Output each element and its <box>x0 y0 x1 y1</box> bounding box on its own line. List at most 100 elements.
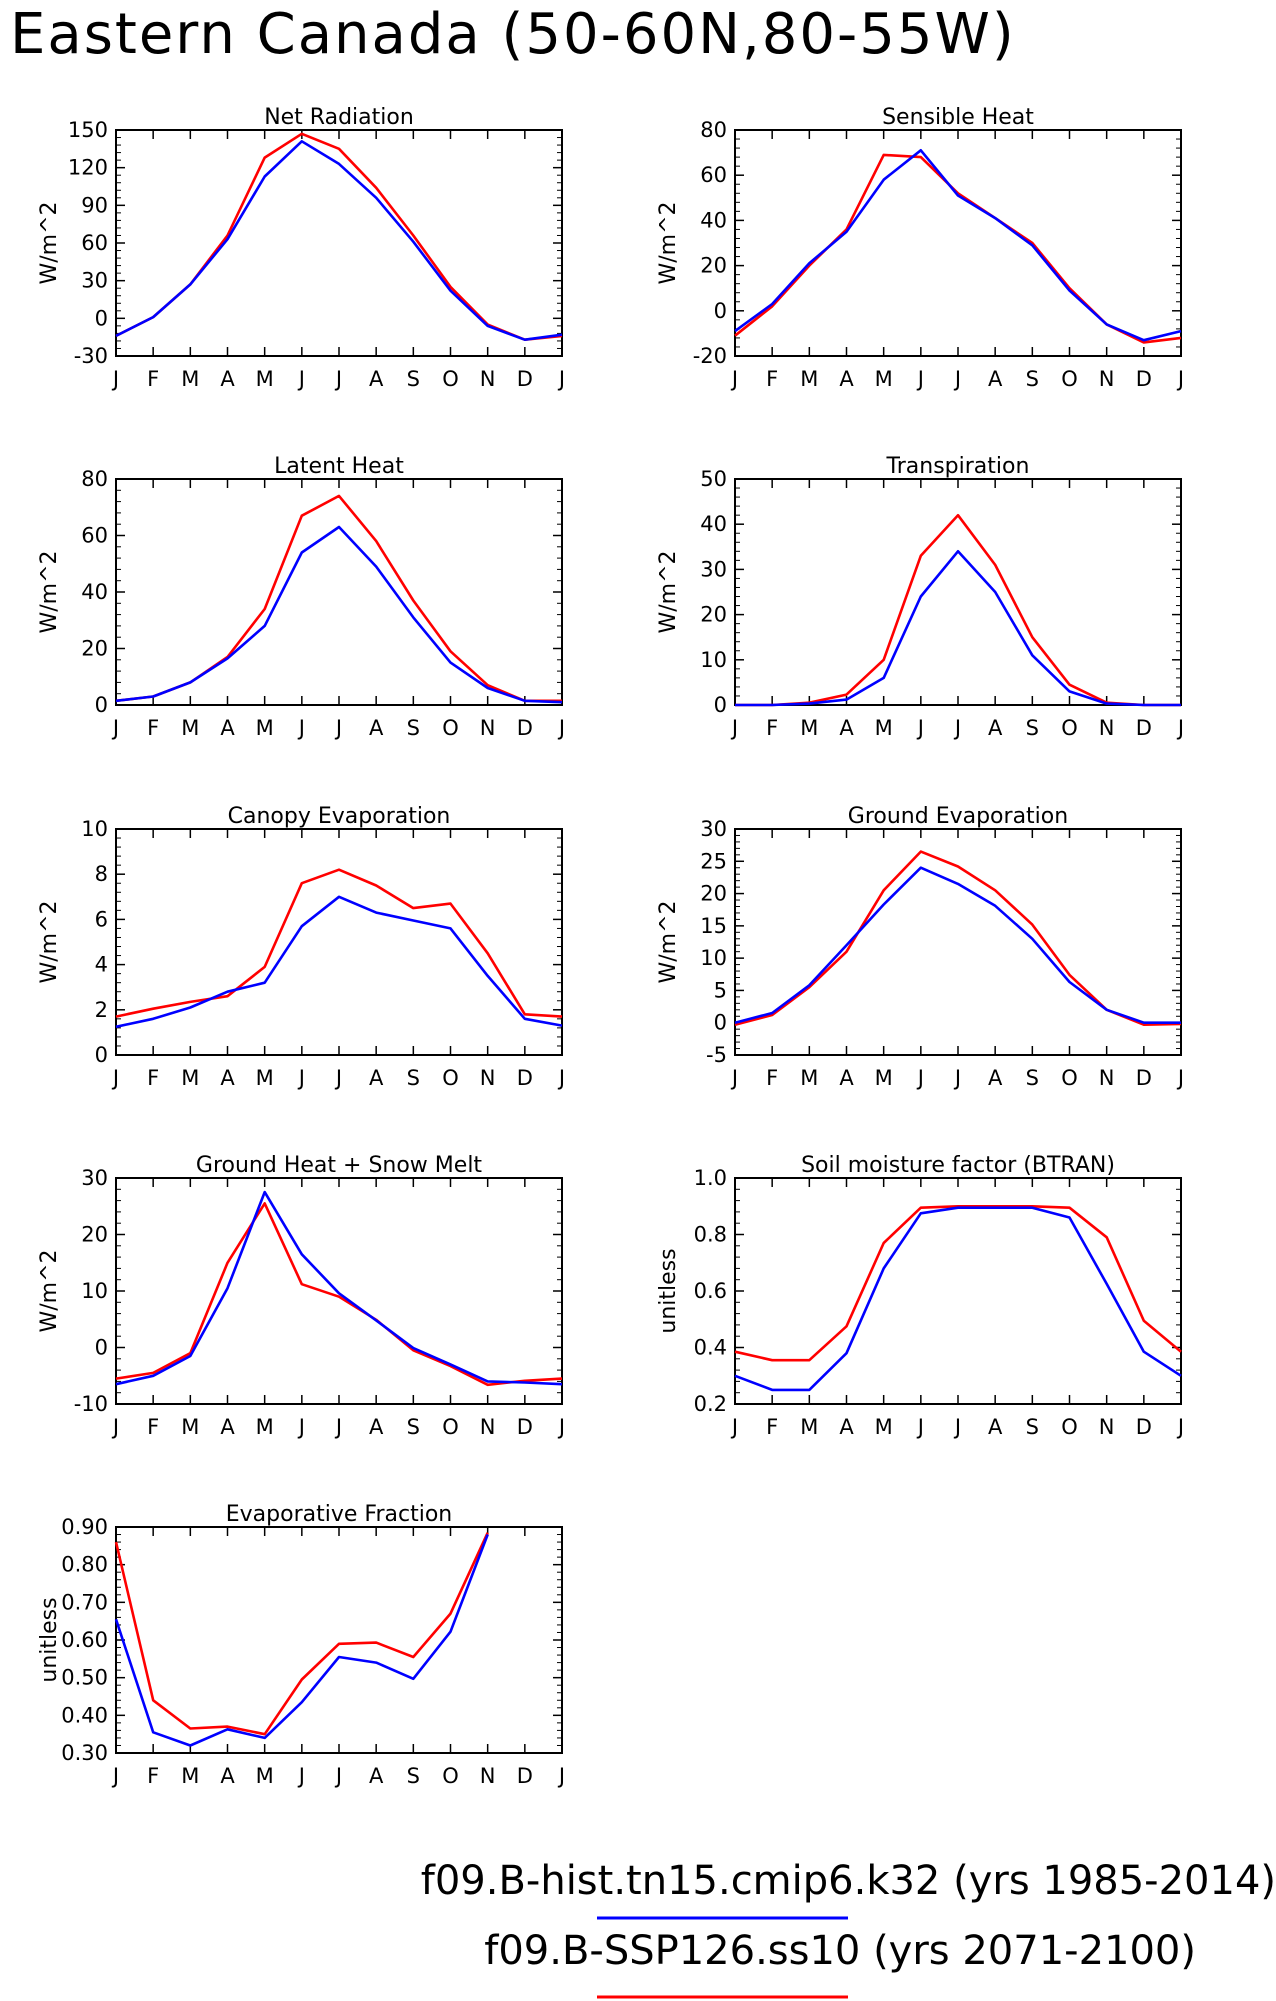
x-tick-label: A <box>988 367 1003 391</box>
y-tick-label: 8 <box>95 862 108 886</box>
x-tick-label: J <box>297 1764 305 1788</box>
x-tick-label: M <box>800 1415 818 1439</box>
series-line-hist <box>115 1190 563 1386</box>
y-tick-label: 50 <box>700 467 727 491</box>
x-tick-label: J <box>334 1066 342 1090</box>
x-tick-label: N <box>480 1415 496 1439</box>
x-tick-label: M <box>256 716 274 740</box>
x-tick-label: J <box>334 716 342 740</box>
y-tick-label: 0.8 <box>694 1223 727 1247</box>
x-tick-label: A <box>988 1415 1003 1439</box>
x-tick-label: A <box>369 367 384 391</box>
y-tick-label: 0.30 <box>61 1741 108 1765</box>
x-tick-label: F <box>147 1764 159 1788</box>
x-tick-label: A <box>220 1415 235 1439</box>
x-tick-label: J <box>111 367 119 391</box>
legend-label-ssp: f09.B-SSP126.ss10 (yrs 2071-2100) <box>484 1928 1196 1974</box>
x-tick-label: O <box>1061 716 1078 740</box>
y-tick-label: 20 <box>700 882 727 906</box>
x-tick-label: A <box>839 367 854 391</box>
panel-title: Sensible Heat <box>882 105 1034 130</box>
y-tick-label: 10 <box>81 1279 108 1303</box>
x-tick-label: F <box>766 367 778 391</box>
y-tick-label: 120 <box>68 156 108 180</box>
x-tick-label: M <box>875 1415 893 1439</box>
y-tick-label: 20 <box>700 603 727 627</box>
y-tick-label: 25 <box>700 849 727 873</box>
x-tick-label: S <box>407 1764 420 1788</box>
y-axis-label: W/m^2 <box>656 900 681 983</box>
x-tick-label: J <box>297 1415 305 1439</box>
y-tick-label: 20 <box>700 254 727 278</box>
x-tick-label: M <box>800 1066 818 1090</box>
x-tick-label: S <box>1026 716 1039 740</box>
series-line-hist <box>115 895 563 1029</box>
x-tick-label: N <box>1099 1415 1115 1439</box>
x-tick-label: S <box>407 1415 420 1439</box>
x-tick-label: M <box>256 1066 274 1090</box>
y-tick-label: -10 <box>74 1392 108 1416</box>
y-tick-label: 0.90 <box>61 1515 108 1539</box>
y-tick-label: 40 <box>700 208 727 232</box>
x-tick-label: J <box>730 367 738 391</box>
x-tick-label: D <box>1136 1415 1152 1439</box>
x-tick-label: J <box>557 1764 565 1788</box>
x-tick-label: O <box>442 367 459 391</box>
x-tick-label: J <box>953 367 961 391</box>
x-tick-label: J <box>111 716 119 740</box>
x-tick-label: F <box>147 716 159 740</box>
x-tick-label: M <box>181 1415 199 1439</box>
series-line-hist <box>734 149 1182 342</box>
x-tick-label: S <box>1026 367 1039 391</box>
series-line-ssp <box>114 1532 489 1736</box>
x-tick-label: M <box>800 716 818 740</box>
y-tick-label: 0 <box>714 299 727 323</box>
y-tick-label: 0.50 <box>61 1666 108 1690</box>
x-tick-label: N <box>1099 1066 1115 1090</box>
x-tick-label: A <box>220 1066 235 1090</box>
x-tick-label: J <box>730 716 738 740</box>
x-tick-label: N <box>480 367 496 391</box>
y-tick-label: 60 <box>81 231 108 255</box>
panel-title: Ground Heat + Snow Melt <box>196 1153 483 1178</box>
x-tick-label: A <box>369 716 384 740</box>
y-tick-label: 20 <box>81 1223 108 1247</box>
y-tick-label: 0 <box>95 306 108 330</box>
legend-label-hist: f09.B-hist.tn15.cmip6.k32 (yrs 1985-2014… <box>421 1858 1276 1904</box>
x-tick-label: D <box>1136 367 1152 391</box>
x-tick-label: J <box>111 1764 119 1788</box>
x-tick-label: F <box>147 1066 159 1090</box>
panel-title: Canopy Evaporation <box>228 804 451 829</box>
y-tick-label: 0.40 <box>61 1703 108 1727</box>
x-tick-label: M <box>875 367 893 391</box>
x-tick-label: J <box>334 1764 342 1788</box>
y-tick-label: 0.6 <box>694 1279 727 1303</box>
x-tick-label: S <box>407 367 420 391</box>
x-tick-label: A <box>839 1415 854 1439</box>
x-tick-label: J <box>953 1066 961 1090</box>
y-tick-label: -20 <box>693 344 727 368</box>
x-tick-label: D <box>517 1066 533 1090</box>
y-tick-label: 60 <box>81 524 108 548</box>
panel-title: Ground Evaporation <box>848 804 1068 829</box>
y-axis-label: unitless <box>656 1248 681 1333</box>
y-tick-label: 1.0 <box>694 1166 727 1190</box>
series-line-ssp <box>734 1205 1182 1362</box>
x-tick-label: J <box>557 367 565 391</box>
y-tick-label: 0.4 <box>694 1336 727 1360</box>
x-tick-label: J <box>297 716 305 740</box>
x-tick-label: F <box>147 1415 159 1439</box>
y-tick-label: 80 <box>700 118 727 142</box>
x-tick-label: O <box>1061 1415 1078 1439</box>
y-axis-label: W/m^2 <box>656 201 681 284</box>
x-tick-label: J <box>730 1415 738 1439</box>
x-tick-label: F <box>147 367 159 391</box>
panel-title: Transpiration <box>886 454 1030 479</box>
x-tick-label: A <box>220 367 235 391</box>
y-tick-label: 0 <box>95 1043 108 1067</box>
x-tick-label: J <box>1176 1066 1184 1090</box>
